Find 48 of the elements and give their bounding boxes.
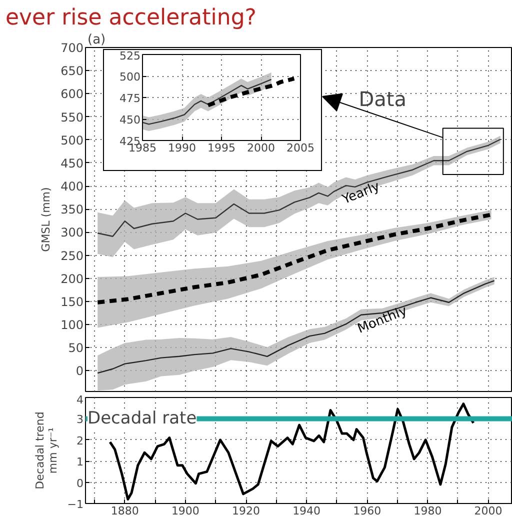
y-tick-label: 250: [60, 248, 84, 263]
line-series: [206, 76, 296, 108]
y-tick-label: 550: [60, 110, 84, 124]
x-tick-label: 1940: [292, 504, 321, 518]
y-tick-label: 450: [60, 156, 84, 170]
line-series: [142, 78, 272, 125]
x-tick-label: 1880: [110, 504, 139, 518]
y-axis-title: Decadal trend mm yr⁻¹: [33, 412, 60, 490]
y-tick-label: 100: [60, 318, 84, 332]
ref-line-label: Decadal rate: [88, 408, 197, 429]
y-tick-label: 1: [76, 456, 84, 469]
annotation: Data: [358, 87, 407, 112]
x-tick-label: 1980: [414, 504, 442, 518]
y-tick-label: 700: [60, 41, 84, 55]
x-tick-label: 1960: [353, 504, 382, 518]
y-tick-label: 2: [76, 434, 84, 448]
y-tick-label: 500: [120, 70, 141, 84]
line-series: [96, 212, 494, 304]
x-tick-label: 1920: [232, 504, 260, 518]
y-tick-label: 475: [120, 92, 141, 105]
x-tick-label: 2000: [474, 504, 502, 518]
line-series: [97, 280, 495, 374]
y-tick-label: 300: [60, 226, 84, 240]
y-tick-label: 50: [68, 341, 84, 356]
y-tick-label: 200: [60, 272, 84, 286]
y-tick-label: 500: [60, 133, 84, 148]
text: Yearly: [339, 179, 382, 208]
x-tick-label: 1995: [208, 142, 236, 154]
y-tick-label: 450: [120, 114, 141, 126]
y-tick-label: 3: [76, 413, 84, 426]
y-tick-label: 525: [120, 50, 141, 62]
chart-title: ever rise accelerating?: [6, 6, 256, 30]
y-tick-label: 350: [60, 202, 84, 217]
y-tick-label: 650: [60, 64, 84, 78]
x-tick-label: 1990: [168, 142, 196, 154]
y-tick-label: 0: [76, 476, 84, 490]
x-tick-label: 1900: [171, 504, 200, 518]
y-tick-label: 0: [76, 364, 84, 378]
y-axis-title: GMSL (mm): [40, 187, 53, 252]
line-series: [97, 138, 501, 237]
y-tick-label: −1: [67, 498, 84, 511]
y-tick-label: 400: [60, 180, 84, 194]
y-tick-label: 4: [76, 394, 84, 406]
y-tick-label: 150: [60, 294, 84, 309]
annotation: (a): [88, 32, 106, 48]
x-tick-label: 2000: [247, 142, 276, 154]
x-tick-label: 2005: [286, 142, 315, 154]
y-tick-label: 600: [60, 87, 84, 102]
